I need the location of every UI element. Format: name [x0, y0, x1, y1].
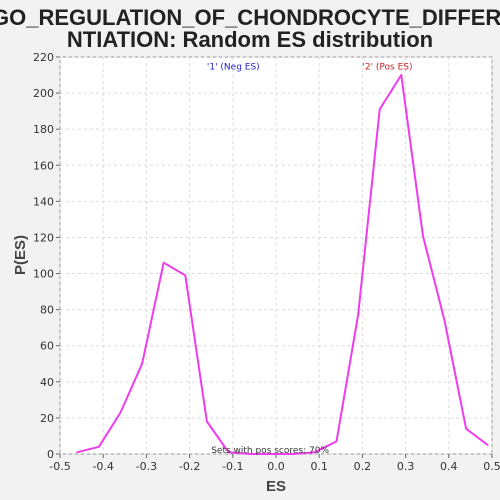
x-tick-label: -0.1 — [222, 460, 243, 473]
x-axis-label: ES — [266, 478, 286, 495]
data-point — [487, 444, 489, 446]
y-tick-label: 220 — [33, 51, 54, 64]
data-point — [336, 440, 338, 442]
x-tick-label: 0.1 — [310, 460, 328, 473]
y-tick-label: 60 — [40, 340, 54, 353]
y-tick-label: 140 — [33, 195, 54, 208]
data-point — [120, 412, 122, 414]
x-tick-label: 0.5 — [483, 460, 500, 473]
y-tick-label: 0 — [47, 448, 54, 461]
x-tick-label: 0.0 — [267, 460, 285, 473]
data-point — [422, 235, 424, 237]
x-tick-label: -0.2 — [179, 460, 200, 473]
data-point — [379, 108, 381, 110]
y-tick-label: 160 — [33, 159, 54, 172]
y-tick-label: 80 — [40, 304, 54, 317]
data-point — [163, 262, 165, 264]
x-tick-label: 0.3 — [397, 460, 415, 473]
y-tick-label: 200 — [33, 87, 54, 100]
x-tick-label: -0.3 — [136, 460, 157, 473]
data-point — [141, 363, 143, 365]
data-point — [465, 428, 467, 430]
data-point — [400, 74, 402, 76]
x-tick-label: -0.5 — [49, 460, 70, 473]
x-tick-label: 0.2 — [354, 460, 372, 473]
data-point — [357, 314, 359, 316]
chart-title-line-2: NTIATION: Random ES distribution — [67, 27, 433, 52]
y-tick-label: 20 — [40, 412, 54, 425]
y-tick-label: 120 — [33, 231, 54, 244]
y-tick-label: 40 — [40, 376, 54, 389]
data-point — [206, 421, 208, 423]
y-tick-label: 180 — [33, 123, 54, 136]
data-point — [76, 451, 78, 453]
y-tick-label: 100 — [33, 268, 54, 281]
annotation: '2' (Pos ES) — [362, 63, 412, 73]
annotation: '1' (Neg ES) — [207, 63, 260, 73]
data-point — [98, 446, 100, 448]
x-tick-label: 0.4 — [440, 460, 458, 473]
x-tick-label: -0.4 — [92, 460, 113, 473]
data-point — [444, 320, 446, 322]
y-axis-label: P(ES) — [12, 235, 29, 275]
data-point — [184, 274, 186, 276]
annotation: Sets with pos scores: 70% — [211, 446, 329, 456]
